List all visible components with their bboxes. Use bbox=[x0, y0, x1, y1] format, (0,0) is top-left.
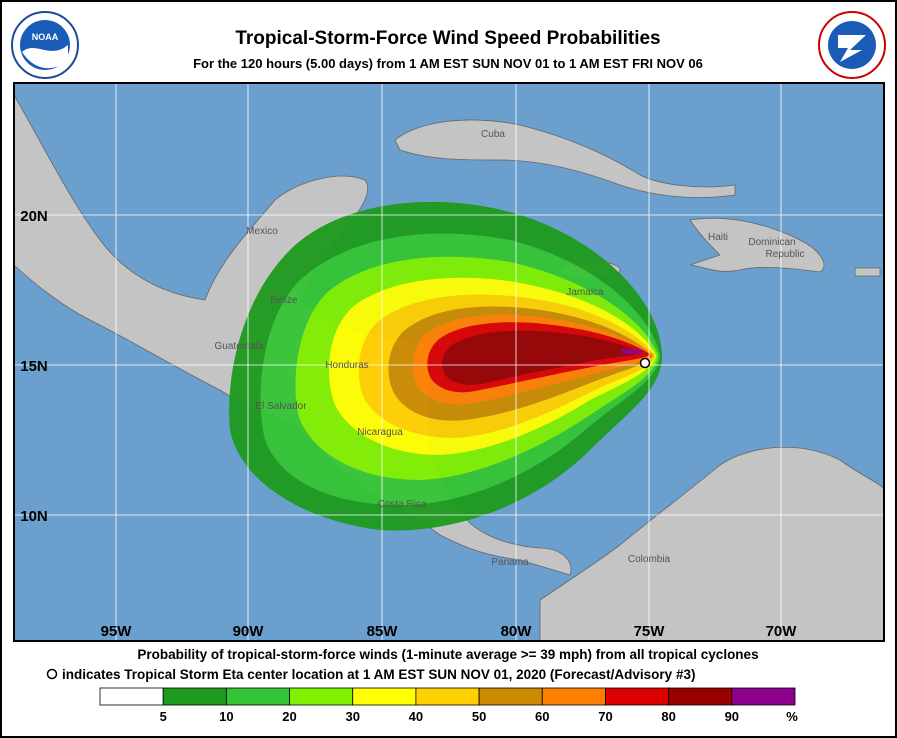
map-border bbox=[13, 82, 885, 642]
latitude-label: 20N bbox=[20, 208, 48, 225]
legend-label: 80 bbox=[661, 709, 675, 724]
longitude-label: 90W bbox=[233, 623, 265, 640]
place-label: Honduras bbox=[325, 360, 368, 371]
legend-swatch bbox=[731, 687, 796, 706]
legend-swatch bbox=[99, 687, 164, 706]
longitude-label: 80W bbox=[501, 623, 533, 640]
legend-label: 10 bbox=[219, 709, 233, 724]
place-label: Costa Rica bbox=[378, 499, 427, 510]
legend-swatch bbox=[541, 687, 606, 706]
legend-swatch bbox=[415, 687, 480, 706]
place-label: Colombia bbox=[628, 554, 671, 565]
place-label: Belize bbox=[270, 295, 298, 306]
place-label: Jamaica bbox=[566, 287, 604, 298]
legend: 5 10 20 30 40 50 60 70 80 90% bbox=[99, 687, 798, 724]
legend-swatch bbox=[289, 687, 354, 706]
longitude-label: 70W bbox=[766, 623, 798, 640]
legend-swatch bbox=[478, 687, 543, 706]
legend-swatch bbox=[162, 687, 227, 706]
legend-label: 30 bbox=[345, 709, 359, 724]
probability-contours bbox=[229, 201, 663, 531]
subtitle: For the 120 hours (5.00 days) from 1 AM … bbox=[193, 56, 703, 71]
svg-text:NOAA: NOAA bbox=[32, 32, 59, 42]
place-label: Republic bbox=[766, 249, 805, 260]
legend-label: 70 bbox=[598, 709, 612, 724]
longitude-labels: 95W 90W 85W 80W 75W 70W bbox=[101, 623, 798, 640]
legend-label: 60 bbox=[535, 709, 549, 724]
latitude-label: 10N bbox=[20, 508, 48, 525]
storm-symbol bbox=[46, 668, 58, 680]
legend-label: 5 bbox=[160, 709, 167, 724]
place-label: Guatemala bbox=[215, 341, 264, 352]
place-label: El Salvador bbox=[255, 401, 307, 412]
place-label: Dominican bbox=[748, 237, 795, 248]
longitude-label: 85W bbox=[367, 623, 399, 640]
caption-line: Probability of tropical-storm-force wind… bbox=[137, 647, 758, 662]
place-label: Panama bbox=[491, 557, 529, 568]
legend-swatch bbox=[352, 687, 417, 706]
legend-label: 40 bbox=[409, 709, 423, 724]
place-label: Nicaragua bbox=[357, 427, 403, 438]
noaa-logo: NOAA bbox=[11, 11, 79, 79]
nws-logo bbox=[818, 11, 886, 79]
legend-swatch bbox=[605, 687, 670, 706]
contour bbox=[622, 349, 642, 354]
legend-unit: % bbox=[786, 709, 798, 724]
contour bbox=[442, 330, 640, 385]
storm-center bbox=[639, 357, 651, 369]
latitude-label: 15N bbox=[20, 358, 48, 375]
place-label: Haiti bbox=[708, 232, 728, 243]
legend-swatch bbox=[225, 687, 290, 706]
legend-label: 50 bbox=[472, 709, 486, 724]
place-label: Mexico bbox=[246, 226, 278, 237]
caption-line: indicates Tropical Storm Eta center loca… bbox=[62, 667, 695, 682]
latitude-labels: 20N 15N 10N bbox=[20, 208, 48, 525]
legend-label: 90 bbox=[725, 709, 739, 724]
longitude-label: 95W bbox=[101, 623, 133, 640]
longitude-label: 75W bbox=[634, 623, 666, 640]
place-label: Cuba bbox=[481, 129, 505, 140]
legend-label: 20 bbox=[282, 709, 296, 724]
title: Tropical-Storm-Force Wind Speed Probabil… bbox=[235, 28, 660, 49]
legend-swatch bbox=[668, 687, 733, 706]
